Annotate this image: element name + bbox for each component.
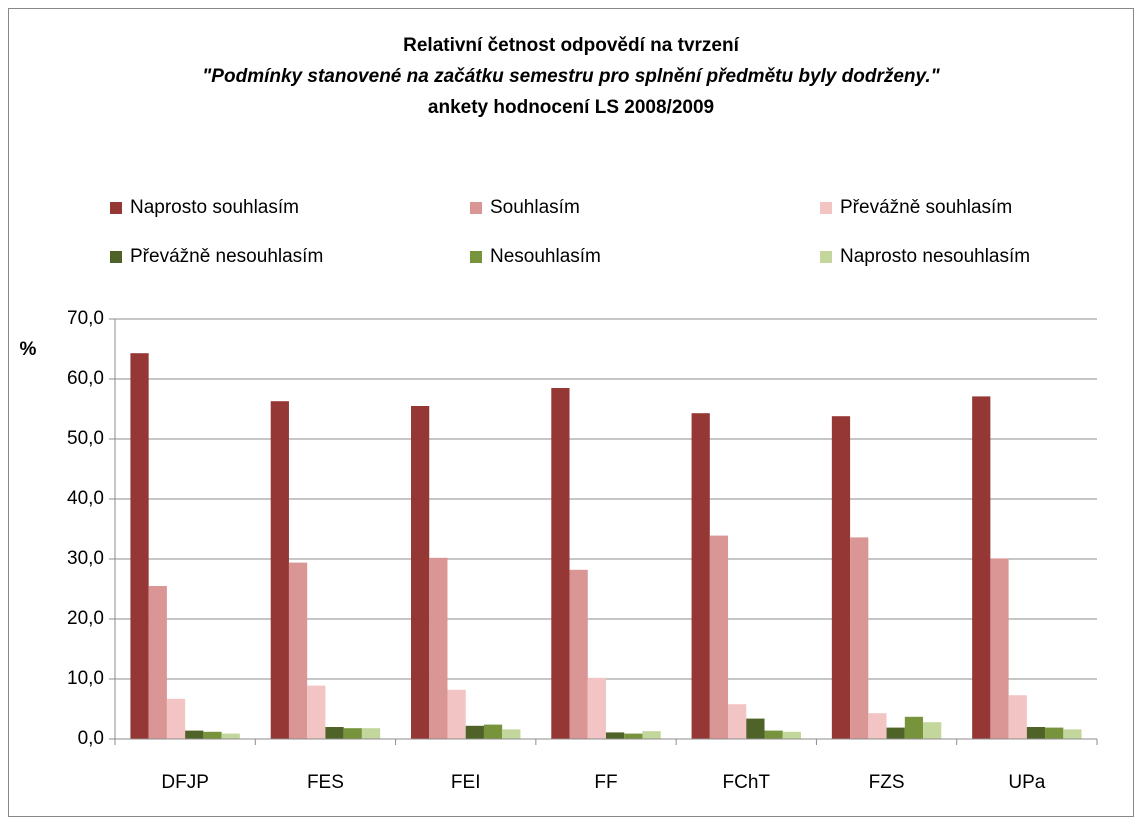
bar (148, 586, 167, 739)
bar (990, 558, 1009, 739)
bar (221, 733, 240, 739)
x-tick-label: UPa (1008, 772, 1045, 793)
y-tick-label: 0,0 (78, 728, 104, 749)
bar (587, 677, 606, 739)
legend-label: Nesouhlasím (490, 246, 601, 267)
bar (764, 730, 783, 739)
y-tick-label: 70,0 (67, 308, 104, 329)
chart-title: ankety hodnocení LS 2008/2009 (428, 97, 714, 118)
x-tick-label: FES (307, 772, 344, 793)
bar (709, 535, 729, 739)
bar (1063, 729, 1082, 739)
legend-label: Převážně nesouhlasím (130, 246, 323, 267)
bar (569, 569, 588, 739)
bar (166, 698, 186, 739)
bar (868, 713, 887, 739)
bar (288, 562, 308, 739)
bar (551, 388, 570, 739)
x-tick-label: FF (594, 772, 617, 793)
bar (325, 727, 344, 739)
y-tick-label: 40,0 (67, 488, 104, 509)
y-axis-label: % (20, 339, 37, 360)
x-tick-label: DFJP (161, 772, 209, 793)
bar (343, 728, 362, 739)
chart-title: "Podmínky stanovené na začátku semestru … (202, 66, 940, 87)
bar (411, 406, 430, 739)
bar (465, 725, 484, 739)
bar (1008, 695, 1027, 739)
legend-label: Naprosto souhlasím (130, 197, 299, 218)
bar (429, 557, 448, 739)
chart-title: Relativní četnost odpovědí na tvrzení (403, 35, 739, 56)
x-tick-label: FZS (869, 772, 905, 793)
bar (1045, 727, 1064, 739)
y-tick-label: 60,0 (67, 368, 104, 389)
bar (502, 729, 521, 739)
bar (307, 685, 326, 739)
bar (642, 731, 661, 739)
bar (691, 413, 710, 739)
bar (203, 731, 222, 739)
bar (624, 733, 643, 739)
x-tick-label: FEI (451, 772, 481, 793)
bar (886, 727, 905, 739)
bar (972, 396, 991, 739)
y-tick-label: 30,0 (67, 548, 104, 569)
legend-swatch (820, 202, 832, 214)
y-tick-label: 20,0 (67, 608, 104, 629)
bar (904, 716, 924, 739)
bar (130, 353, 149, 739)
bar (782, 731, 801, 739)
legend-label: Naprosto nesouhlasím (840, 246, 1030, 267)
y-tick-label: 50,0 (67, 428, 104, 449)
bar (606, 732, 625, 739)
bar (850, 537, 869, 739)
legend-swatch (470, 251, 482, 263)
bar (361, 728, 381, 739)
y-tick-label: 10,0 (67, 668, 104, 689)
bar (447, 689, 466, 739)
bar (483, 724, 503, 739)
bar (923, 722, 942, 739)
bar (1026, 727, 1046, 739)
bar (831, 416, 851, 739)
bar (185, 730, 204, 739)
legend-label: Převážně souhlasím (840, 197, 1012, 218)
legend-swatch (470, 202, 482, 214)
bar (728, 704, 747, 739)
x-tick-label: FChT (723, 772, 771, 793)
legend-label: Souhlasím (490, 197, 580, 218)
legend-swatch (110, 251, 122, 263)
bar (746, 718, 765, 739)
bar (270, 401, 289, 739)
legend-swatch (110, 202, 122, 214)
legend-swatch (820, 251, 832, 263)
